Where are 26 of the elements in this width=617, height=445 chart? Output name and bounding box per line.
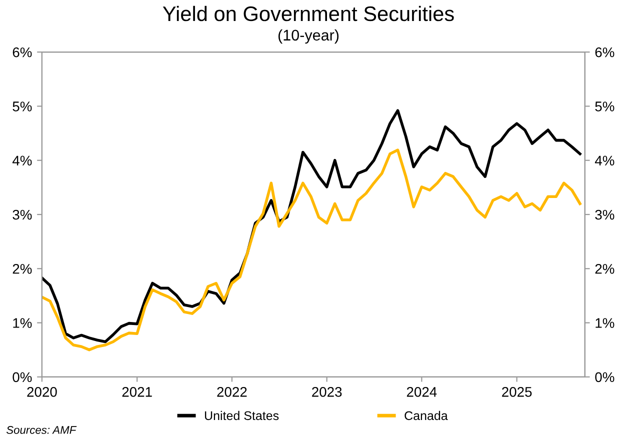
y-tick-label: 2% bbox=[12, 264, 32, 274]
y-tick-label: 6% bbox=[12, 47, 32, 58]
y-tick-label: 1% bbox=[13, 318, 32, 328]
y-tick-label: 4% bbox=[12, 156, 32, 166]
x-tick-label: 2024 bbox=[406, 387, 437, 397]
y2-tick-label: 0% bbox=[595, 372, 614, 382]
y-tick-label: 0% bbox=[12, 372, 32, 382]
y-tick-label: 3% bbox=[12, 210, 32, 220]
x-tick-label: 2025 bbox=[502, 387, 532, 397]
legend-label: United States bbox=[204, 410, 279, 420]
x-tick-label: 2022 bbox=[217, 387, 247, 397]
x-tick-label: 2020 bbox=[27, 387, 57, 397]
y-tick-label: 5% bbox=[12, 102, 32, 112]
chart-subtitle: (10-year) bbox=[278, 29, 339, 44]
y2-tick-label: 2% bbox=[595, 264, 614, 274]
line-series bbox=[42, 148, 582, 352]
x-tick-label: 2021 bbox=[122, 387, 152, 397]
source-note: Sources: AMF bbox=[6, 426, 77, 434]
y2-tick-label: 6% bbox=[595, 47, 614, 58]
legend-label: Canada bbox=[404, 410, 448, 420]
x-tick-label: 2023 bbox=[312, 387, 342, 397]
y2-tick-label: 5% bbox=[595, 102, 614, 112]
chart-title: Yield on Government Securities bbox=[162, 6, 454, 22]
y2-tick-label: 4% bbox=[594, 156, 614, 166]
y2-tick-label: 3% bbox=[595, 210, 614, 220]
y2-tick-label: 1% bbox=[596, 318, 614, 328]
